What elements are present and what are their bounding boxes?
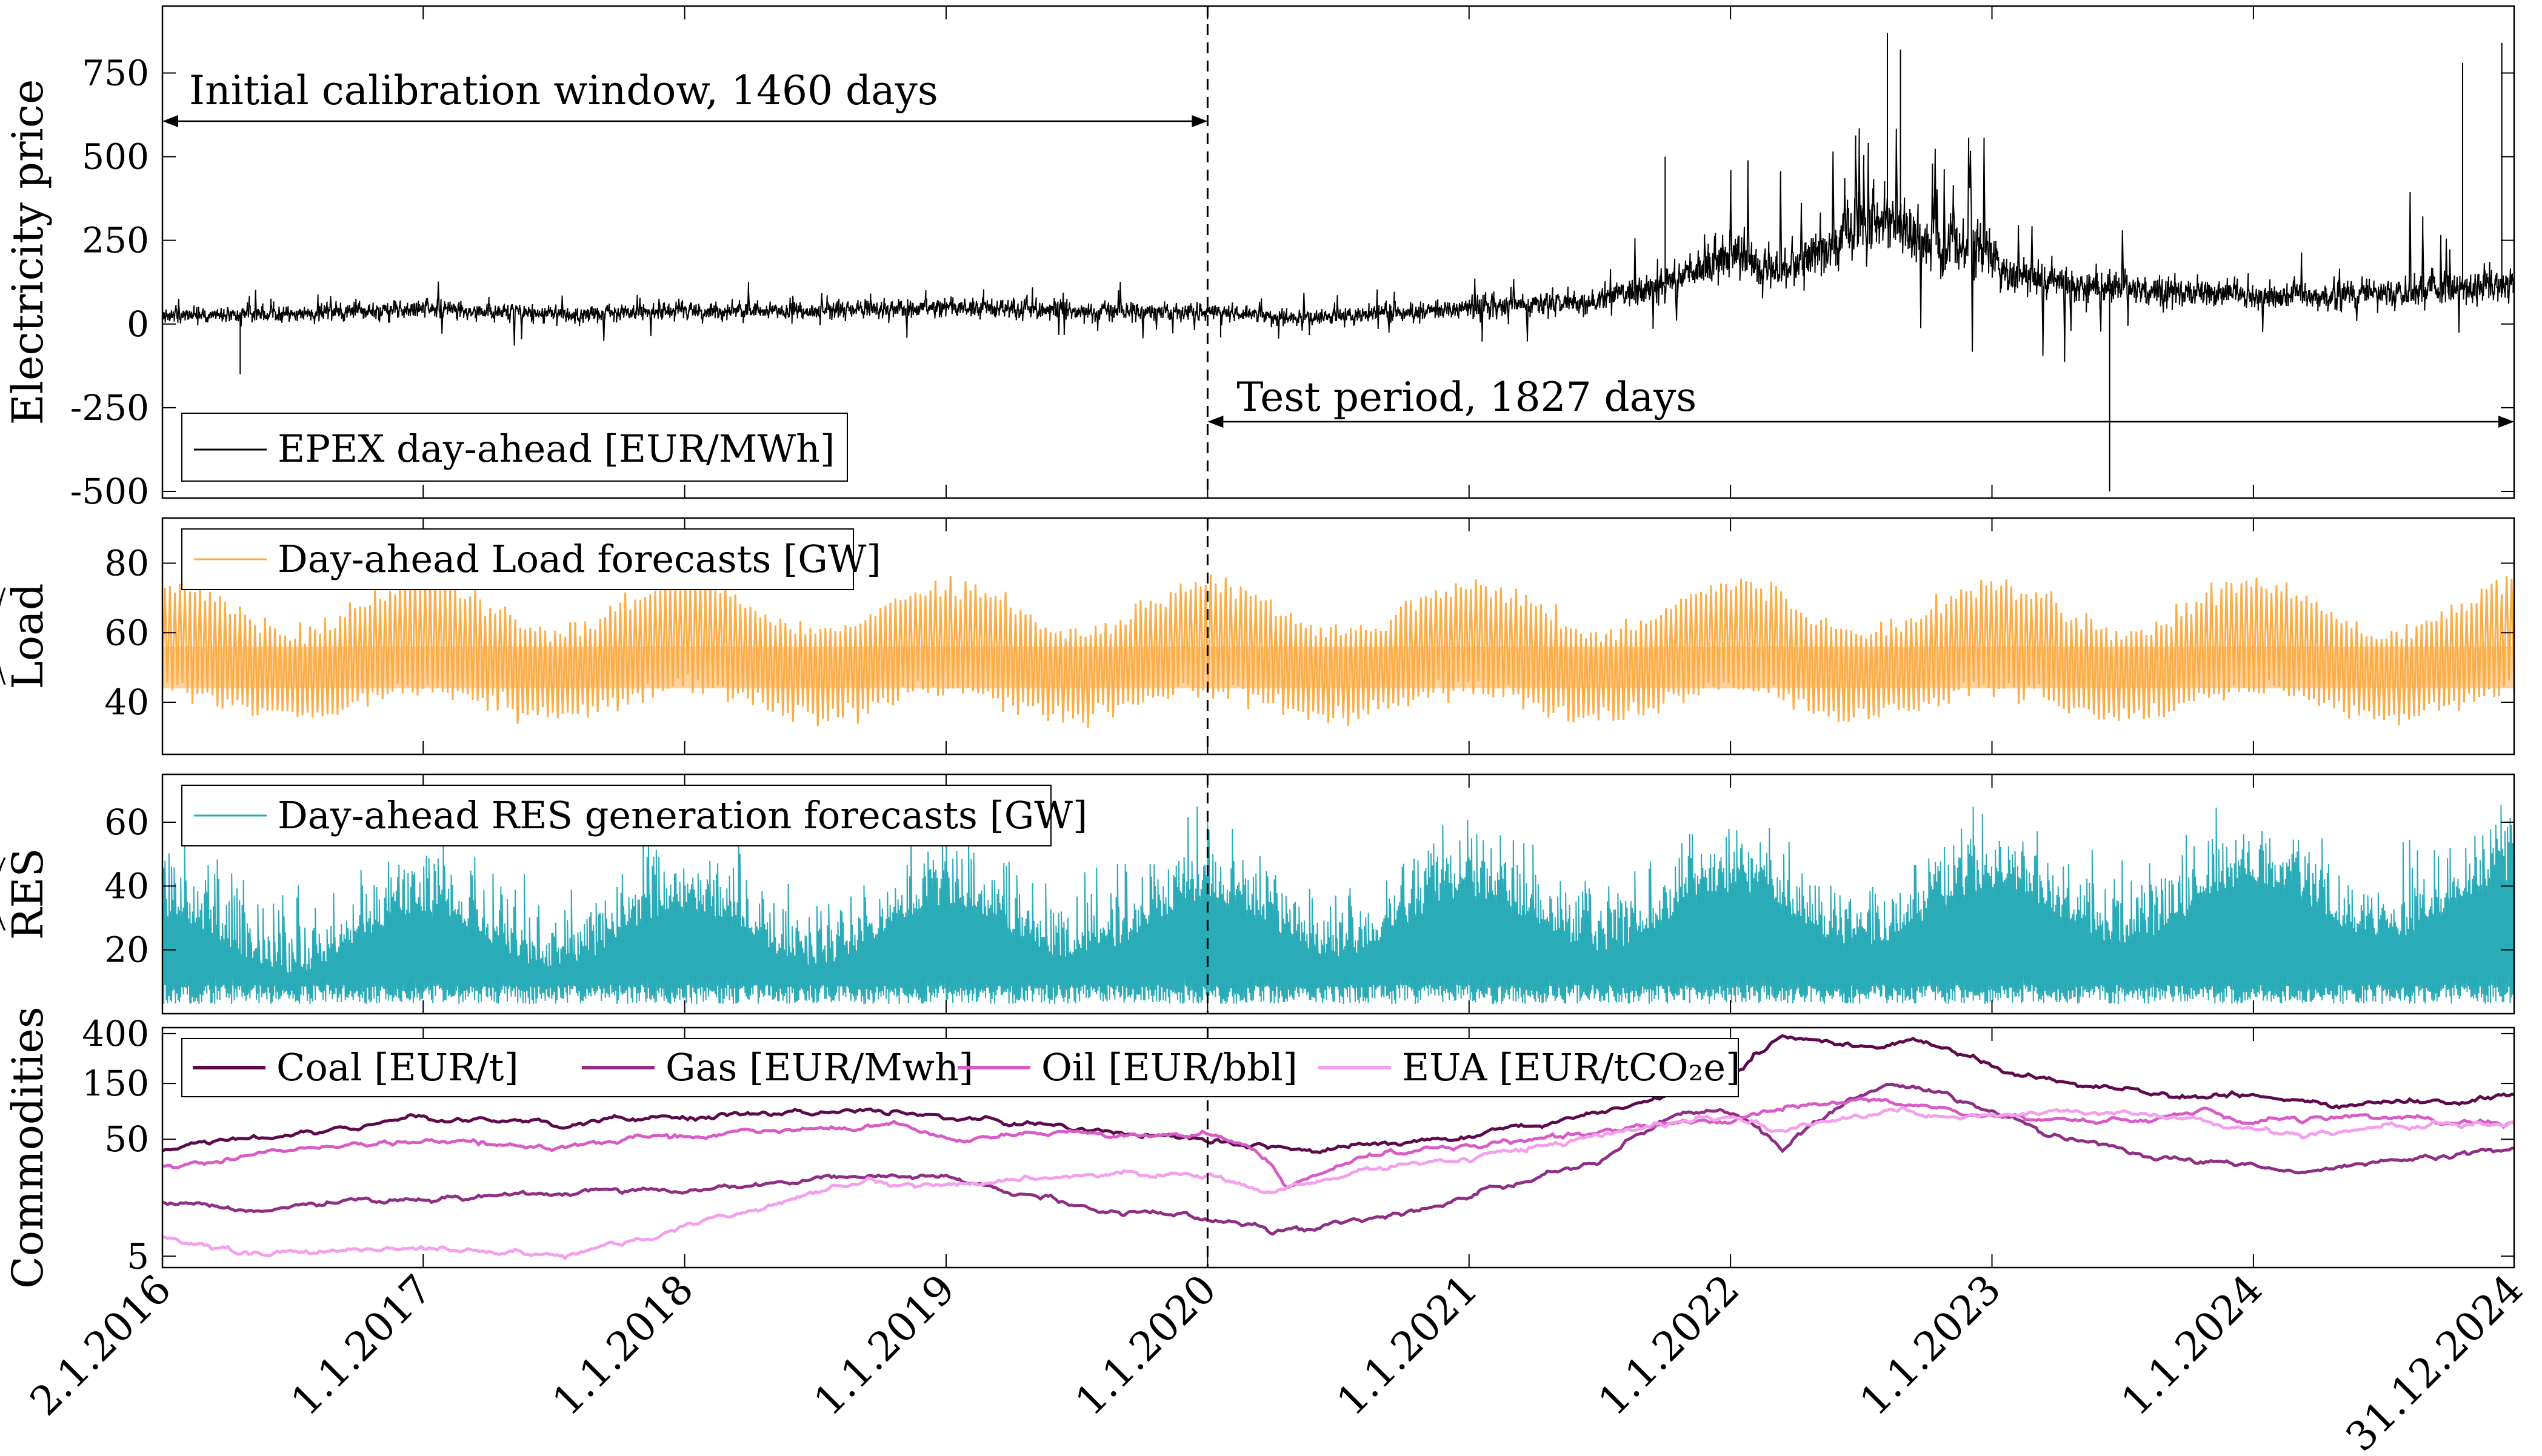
commodities-plot [162,1034,2514,1261]
res-ylabel: RES [3,848,53,940]
load-ytick-label-2: 80 [104,543,149,584]
annotation-arrowhead-right-0 [1192,115,1208,127]
x-tick-label-1: 1.1.2017 [282,1266,441,1424]
price-frame [161,5,2515,499]
res-legend-box [181,785,1052,846]
res-frame [161,773,2515,1015]
res-ytick-label-2: 60 [104,802,149,843]
load-ytick-label-1: 60 [104,612,149,653]
annotation-arrowhead-right-1 [2498,416,2514,428]
commodity-series-0 [162,1034,2514,1155]
price-ytick-label-5: 750 [82,52,149,93]
commodities-legend-label-0: Coal [EUR/t] [276,1045,519,1089]
res-ytick-label-1: 40 [104,865,149,906]
price-ylabel: Electricity price [3,79,53,425]
price-legend-box [181,413,848,482]
commodities-ylabel: Commodities [3,1006,53,1289]
res-legend-label: Day-ahead RES generation forecasts [GW] [278,793,1087,837]
x-tick-label-3: 1.1.2019 [805,1266,964,1424]
commodities-legend-label-3: EUA [EUR/tCO₂e] [1402,1045,1740,1089]
price-ytick-label-4: 500 [82,136,149,178]
res-ylabel-hat [0,857,6,931]
commodities-ytick-label-3: 400 [82,1013,149,1054]
commodities-ytick-label-0: 5 [127,1235,149,1277]
x-tick-label-5: 1.1.2021 [1328,1266,1487,1424]
x-tick-label-9: 31.12.2024 [2337,1266,2532,1456]
commodities-legend-label-2: Oil [EUR/bbl] [1041,1045,1298,1089]
load-series-band [162,647,2514,689]
commodities-frame [161,1026,2515,1269]
load-plot [162,573,2514,728]
load-legend-box [181,528,854,590]
annotation-text-0: Initial calibration window, 1460 days [189,67,938,114]
x-tick-label-4: 1.1.2020 [1066,1266,1225,1424]
x-tick-label-0: 2.1.2016 [21,1266,180,1424]
x-tick-label-6: 1.1.2022 [1589,1266,1748,1424]
load-ylabel-hat [0,587,6,685]
load-ytick-label-0: 40 [104,682,149,723]
price-plot [162,33,2514,491]
price-legend-label: EPEX day-ahead [EUR/MWh] [278,427,835,471]
price-ytick-label-2: 0 [127,304,149,345]
commodities-ytick-label-2: 150 [82,1063,149,1104]
x-tick-label-8: 1.1.2024 [2112,1266,2271,1424]
res-series-line [162,805,2514,1005]
res-plot [162,805,2514,1005]
commodity-series-3 [162,1105,2514,1261]
load-ylabel: Load [3,583,53,689]
load-frame [161,517,2515,756]
annotation-arrowhead-left-0 [162,115,178,127]
x-tick-label-7: 1.1.2023 [1851,1266,2010,1424]
annotation-arrowhead-left-1 [1207,416,1224,428]
price-ytick-label-3: 250 [82,220,149,261]
price-series-line [162,128,2514,362]
x-tick-label-2: 1.1.2018 [544,1266,702,1424]
commodities-ytick-label-1: 50 [104,1119,149,1160]
load-legend-label: Day-ahead Load forecasts [GW] [278,537,881,581]
price-ytick-label-0: -500 [70,471,149,512]
commodities-legend-label-1: Gas [EUR/Mwh] [666,1045,973,1089]
annotation-text-1: Test period, 1827 days [1236,374,1696,421]
res-ytick-label-0: 20 [104,929,149,971]
price-ytick-label-1: -250 [70,387,149,428]
commodity-series-1 [162,1082,2514,1236]
commodity-series-2 [162,1096,2514,1189]
